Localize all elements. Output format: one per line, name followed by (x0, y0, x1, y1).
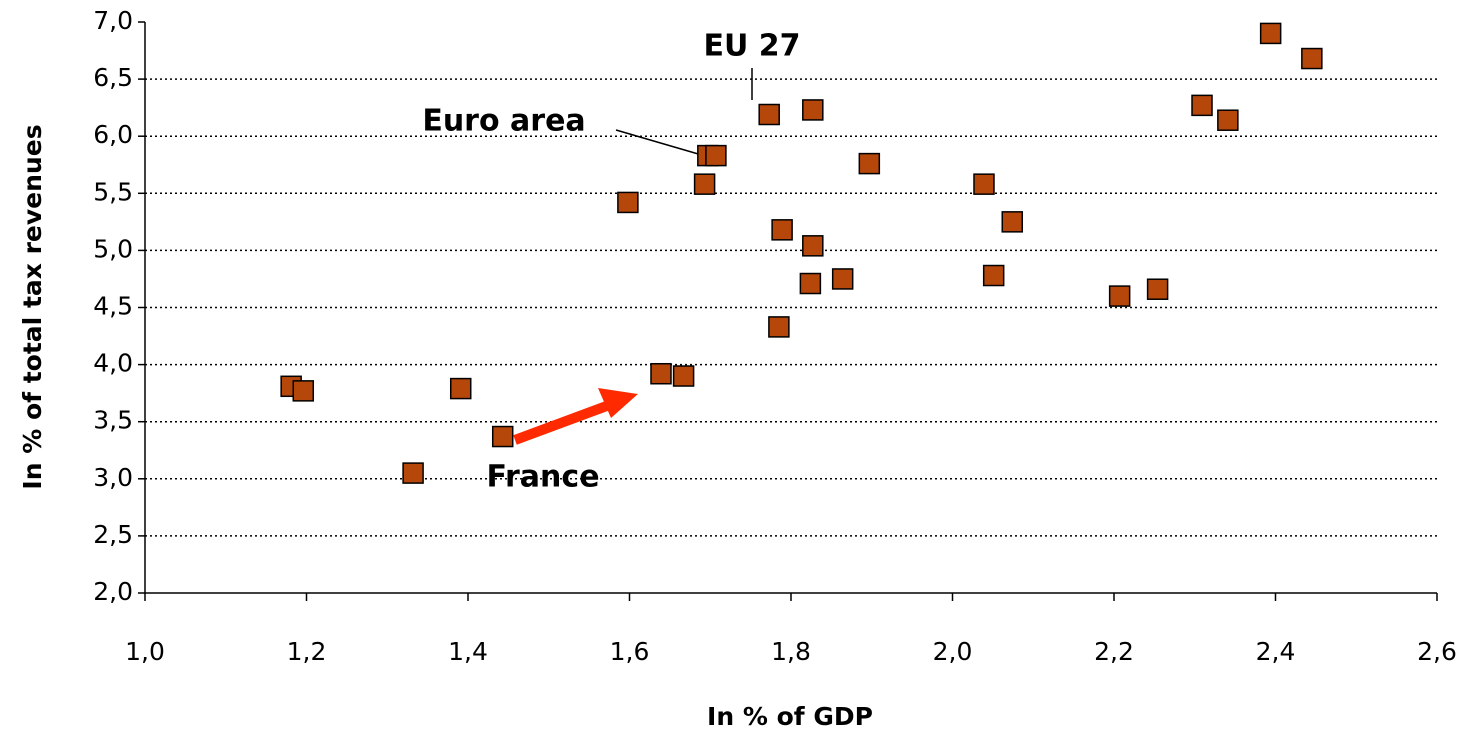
point (705, 144, 727, 167)
point (402, 462, 424, 484)
point (449, 377, 472, 400)
y-tick-label: 4,5 (93, 292, 133, 321)
point (771, 219, 793, 241)
y-axis-title: In % of total tax revenues (18, 124, 47, 489)
point (768, 316, 790, 338)
point (617, 191, 639, 214)
y-tick-label: 6,5 (93, 63, 133, 92)
point (982, 264, 1005, 287)
point (650, 362, 672, 385)
x-tick-label: 2,4 (1256, 637, 1296, 666)
x-tick-label: 2,0 (933, 637, 973, 666)
point (858, 152, 881, 175)
point (831, 268, 854, 290)
point (802, 99, 824, 121)
point (292, 380, 315, 402)
arrow-shaft (513, 399, 614, 445)
y-tick-label: 2,5 (93, 520, 133, 549)
annotation: Euro area (422, 104, 585, 139)
annotation: France (486, 460, 599, 495)
point (802, 235, 824, 257)
plot-area: 2,0 2,5 3,0 3,5 4,0 4,5 5,0 5,5 6,0 6,5 7,0 1,0 1,2 1… (93, 6, 1457, 666)
y-tick-label: 6,0 (93, 120, 133, 149)
y-tick-label: 2,0 (93, 577, 133, 606)
y-tick-label: 3,0 (93, 463, 133, 492)
point (1301, 47, 1323, 70)
x-axis-title: In % of GDP (707, 702, 873, 731)
point (973, 173, 995, 195)
point (1259, 22, 1282, 45)
x-tick-label: 1,4 (448, 637, 488, 666)
y-tick-label: 4,0 (93, 349, 133, 378)
arrow-head (598, 388, 638, 418)
point (1001, 211, 1024, 233)
point (1217, 109, 1239, 131)
x-tick-label: 1,6 (610, 637, 650, 666)
y-tick-label: 3,5 (93, 406, 133, 435)
point (799, 272, 822, 295)
point (1146, 278, 1169, 300)
point (1108, 285, 1131, 307)
point (672, 365, 695, 387)
annotation: EU 27 (703, 29, 800, 64)
y-tick-label: 5,5 (93, 177, 133, 206)
y-tick-label: 5,0 (93, 234, 133, 263)
x-tick-label: 1,2 (287, 637, 327, 666)
x-tick-label: 1,0 (125, 637, 165, 666)
point (491, 425, 514, 448)
point (693, 173, 716, 195)
point (758, 103, 780, 126)
x-tick-label: 2,2 (1094, 637, 1134, 666)
x-tick-label: 1,8 (771, 637, 811, 666)
point (1191, 94, 1213, 117)
leader-line (615, 129, 713, 159)
y-tick-label: 7,0 (93, 6, 133, 35)
x-tick-label: 2,6 (1417, 637, 1457, 666)
